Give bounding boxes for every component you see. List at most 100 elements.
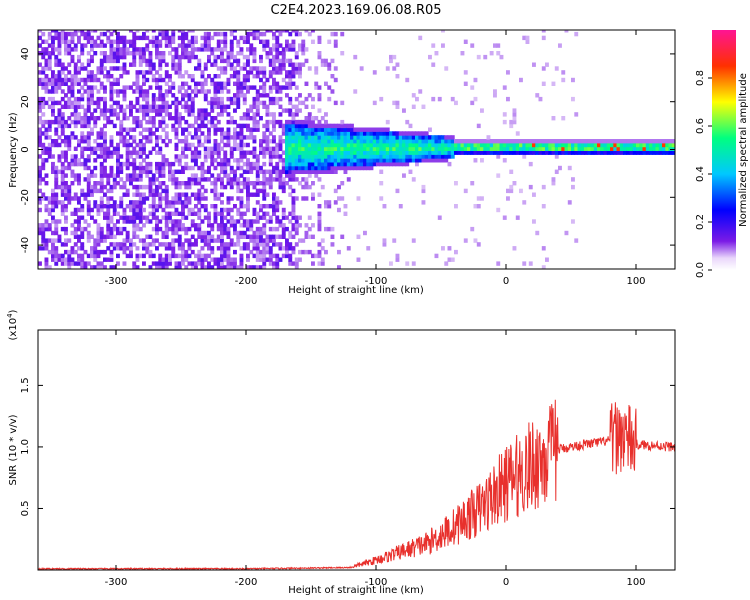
heatmap-cell [171,85,176,90]
heatmap-cell [366,139,371,144]
heatmap-cell [229,51,234,56]
heatmap-cell [142,142,146,148]
heatmap-cell [275,35,280,41]
heatmap-cell [285,238,289,243]
heatmap-cell [177,234,182,239]
heatmap-cell [181,211,185,216]
heatmap-cell [476,196,481,201]
heatmap-cell [132,58,137,64]
heatmap-cell [311,234,315,239]
heatmap-cell [304,230,309,236]
heatmap-cell [77,30,81,33]
heatmap-cell [184,215,189,220]
heatmap-cell [174,181,179,186]
heatmap-cell [233,219,237,224]
heatmap-cell [249,131,254,136]
heatmap-cell [129,108,133,113]
heatmap-cell [236,234,241,239]
heatmap-cell [168,261,172,266]
heatmap-cell [200,238,205,243]
heatmap-cell [122,112,127,117]
heatmap-cell [246,135,250,140]
heatmap-cell [119,104,124,109]
heatmap-cell [138,207,143,213]
heatmap-cell [246,108,250,113]
heatmap-cell [298,169,302,174]
heatmap-cell [145,139,150,144]
heatmap-cell [54,196,59,201]
heatmap-cell [60,62,65,67]
heatmap-cell [177,100,182,106]
heatmap-cell [564,30,569,33]
heatmap-cell [304,158,309,163]
heatmap-cell [665,139,670,144]
heatmap-cell [252,192,257,197]
heatmap-cell [132,215,137,220]
heatmap-cell [288,219,293,224]
heatmap-cell [148,39,153,44]
heatmap-cell [473,142,478,148]
heatmap-cell [116,219,120,224]
heatmap-cell [51,196,55,201]
heatmap-cell [571,146,575,151]
heatmap-cell [233,158,237,163]
heatmap-cell [138,253,143,259]
heatmap-cell [233,81,237,86]
heatmap-cell [431,146,436,151]
heatmap-cell [249,127,254,132]
heatmap-cell [239,200,244,205]
heatmap-cell [255,249,260,255]
heatmap-cell [207,35,211,41]
heatmap-cell [233,30,237,33]
heatmap-cell [262,135,267,140]
heatmap-cell [158,192,163,197]
heatmap-cell [236,158,241,163]
heatmap-cell [67,139,72,144]
heatmap-cell [463,188,468,194]
heatmap-cell [47,135,52,140]
heatmap-cell [109,58,114,64]
heatmap-cell [233,242,237,247]
heatmap-cell [194,89,198,94]
heatmap-cell [119,54,124,60]
heatmap-cell [324,58,328,64]
heatmap-cell [135,188,140,194]
heatmap-cell [90,93,94,98]
heatmap-cell [86,146,91,151]
heatmap-cell [77,39,81,44]
heatmap-cell [151,74,156,79]
heatmap-cell [132,226,137,232]
heatmap-cell [259,249,263,255]
heatmap-cell [496,43,501,48]
heatmap-cell [132,135,137,140]
heatmap-cell [398,131,403,136]
heatmap-cell [207,119,211,125]
heatmap-cell [395,257,400,262]
heatmap-cell [353,165,358,171]
heatmap-cell [395,253,400,259]
heatmap-cell [268,234,273,239]
heatmap-cell [395,104,400,109]
heatmap-cell [116,77,120,83]
heatmap-cell [278,169,283,174]
heatmap-cell [67,100,72,106]
heatmap-cell [337,142,341,148]
heatmap-cell [86,261,91,266]
heatmap-cell [298,223,302,228]
heatmap-cell [291,81,296,86]
heatmap-cell [382,131,387,136]
heatmap-cell [184,154,189,159]
heatmap-cell [541,265,546,269]
heatmap-cell [51,96,55,102]
heatmap-cell [155,85,159,90]
heatmap-cell [168,77,172,83]
heatmap-cell [116,100,120,106]
heatmap-cell [317,215,322,220]
heatmap-cell [285,123,289,129]
heatmap-cell [70,246,75,251]
heatmap-cell [44,242,49,247]
heatmap-cell [239,131,244,136]
heatmap-cell [408,131,413,136]
heatmap-cell [509,119,514,125]
heatmap-cell [294,265,299,269]
